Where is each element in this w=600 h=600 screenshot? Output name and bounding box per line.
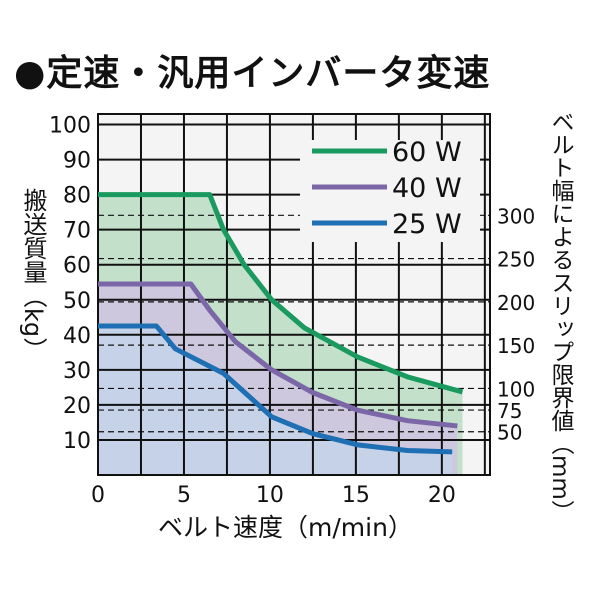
plot-border [97, 113, 491, 476]
x-tick-label: 20 [428, 483, 456, 508]
y-tick-label: 20 [63, 394, 91, 419]
y-tick-label: 70 [63, 219, 91, 244]
y-tick-label: 40 [63, 324, 91, 349]
y2-axis-label: ベルト幅によるスリップ限界値（mm） [547, 110, 573, 523]
series-line-0 [98, 192, 464, 395]
legend-label: 25 W [392, 209, 462, 240]
y-tick-label: 10 [63, 429, 91, 454]
series-line-1 [98, 281, 458, 429]
chart-title: ●定速・汎用インバータ変速 [14, 53, 491, 94]
x-tick-label: 15 [342, 483, 370, 508]
y2-tick-label: 100 [497, 377, 535, 401]
y-tick-label: 50 [63, 289, 91, 314]
y2-tick-label: 200 [497, 291, 535, 315]
series-line-2 [98, 323, 453, 455]
y-tick-label: 30 [63, 359, 91, 384]
x-tick-label: 0 [91, 483, 105, 508]
y-axis-label: 搬送質量（kg） [19, 188, 47, 362]
y-tick-label: 60 [63, 254, 91, 279]
y2-tick-label: 150 [497, 334, 535, 358]
legend-label: 40 W [392, 173, 462, 204]
series-fill-2 [98, 326, 453, 475]
y2-tick-label: 50 [497, 421, 522, 445]
y2-tick-label: 250 [497, 248, 535, 272]
x-tick-label: 5 [177, 483, 191, 508]
x-tick-label: 10 [256, 483, 284, 508]
y-tick-label: 90 [63, 149, 91, 174]
y2-tick-label: 300 [497, 204, 535, 228]
y-tick-label: 100 [49, 114, 91, 139]
legend-label: 60 W [392, 137, 462, 168]
x-axis-label: ベルト速度（m/min） [158, 513, 413, 542]
y-tick-label: 80 [63, 184, 91, 209]
y2-tick-label: 75 [497, 399, 522, 423]
